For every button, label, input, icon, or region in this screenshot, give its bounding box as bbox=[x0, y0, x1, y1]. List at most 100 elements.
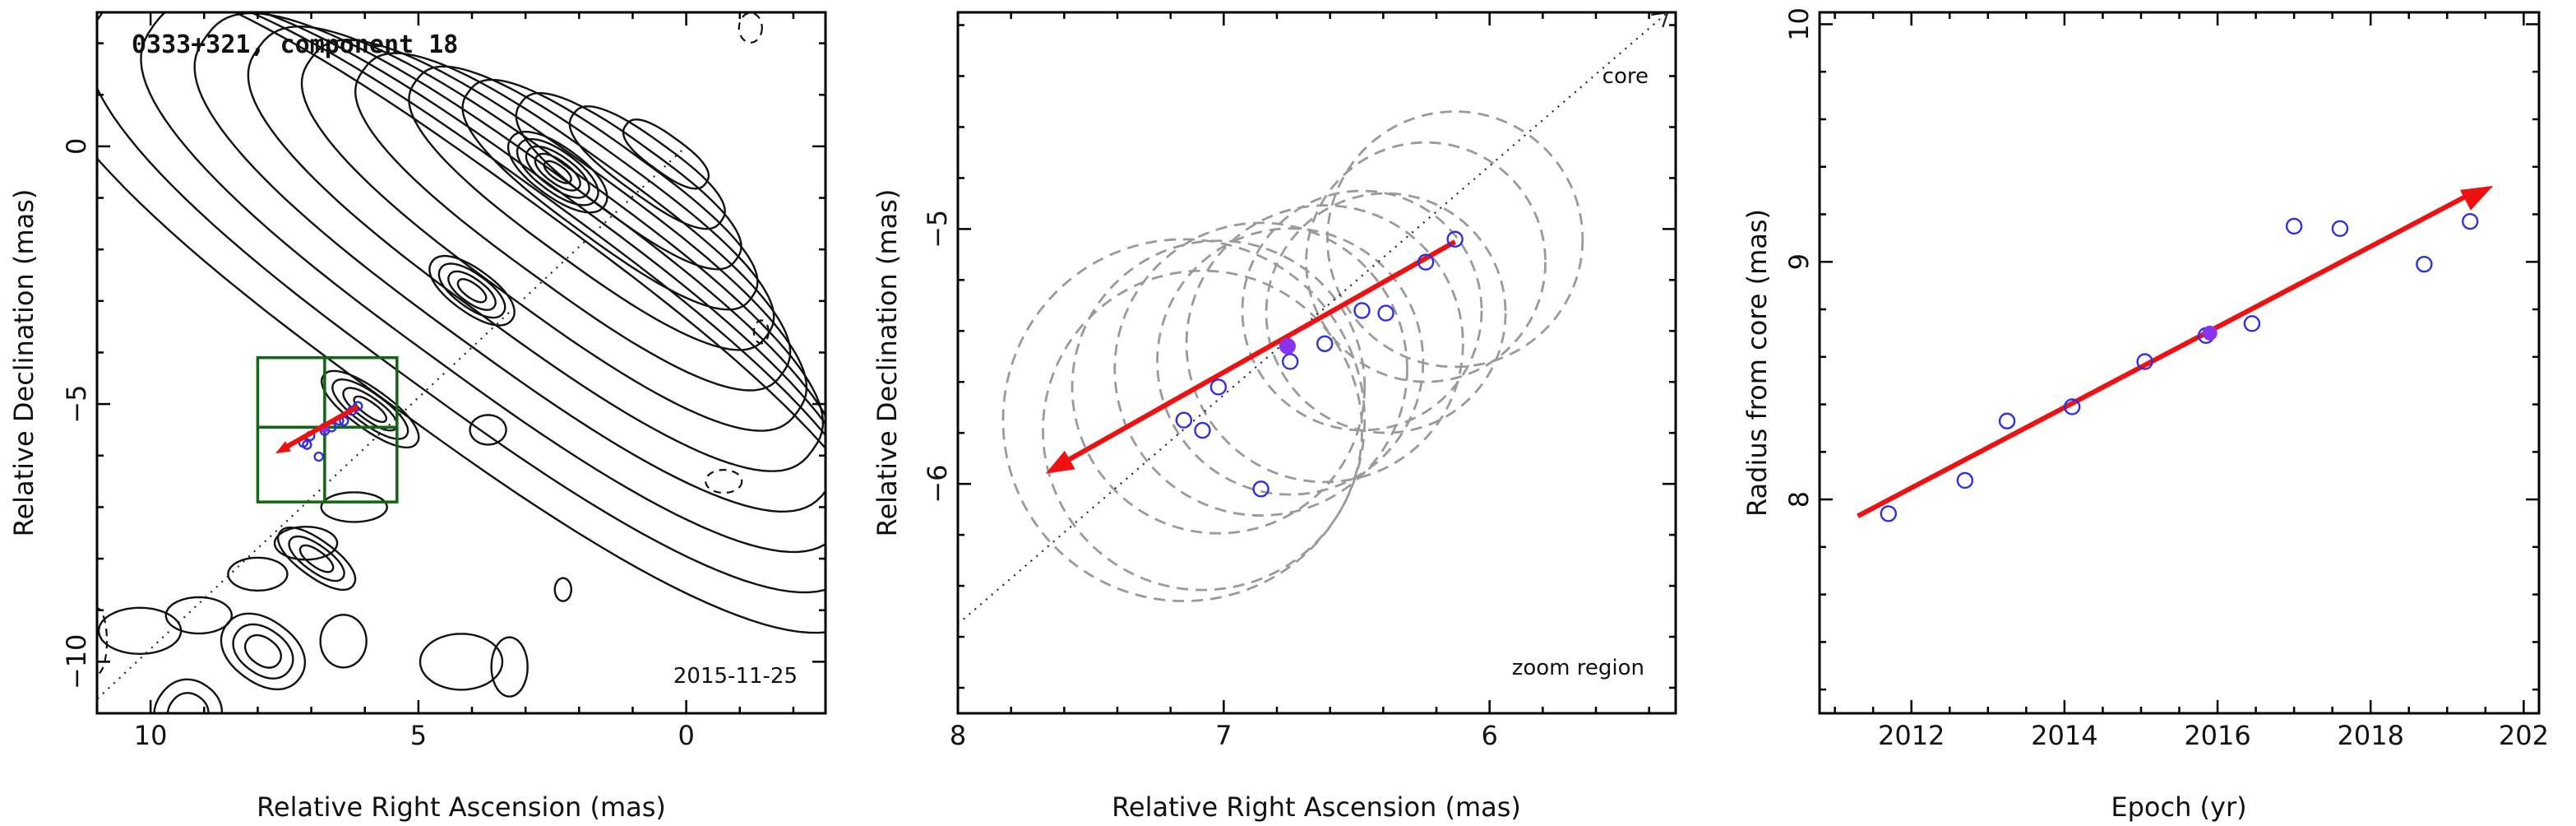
zoom-component-point bbox=[1281, 353, 1299, 370]
zoom-fwhm-circle bbox=[1001, 238, 1367, 602]
map-x-tick-label: 5 bbox=[410, 720, 427, 751]
map-contour-level bbox=[97, 12, 826, 634]
radius-x-tick-label: 2016 bbox=[2184, 720, 2250, 751]
zoom-track-arrowhead bbox=[1045, 450, 1075, 474]
map-x-axis-label: Relative Right Ascension (mas) bbox=[257, 791, 666, 823]
zoom-component-point bbox=[1446, 230, 1464, 248]
map-knot-contour bbox=[298, 544, 335, 573]
zoom-component-point bbox=[1377, 304, 1394, 322]
map-knot-contour bbox=[243, 633, 282, 669]
radius-x-tick-label: 202 bbox=[2499, 720, 2549, 751]
map-outer-lobe-contour bbox=[469, 414, 507, 446]
map-negative-contour bbox=[738, 12, 763, 44]
map-knot-contour bbox=[428, 254, 516, 327]
map-knot-contour bbox=[288, 535, 345, 582]
zoom-track-shaft bbox=[1056, 239, 1457, 469]
radius-point bbox=[2331, 220, 2349, 238]
zoom-component-point bbox=[1194, 421, 1211, 439]
radius-x-tick-label: 2012 bbox=[1878, 720, 1945, 751]
map-outer-lobe-contour bbox=[273, 526, 339, 561]
zoom-component-point bbox=[1175, 411, 1193, 429]
radius-point bbox=[1956, 471, 1974, 490]
map-y-tick-label: 0 bbox=[61, 138, 92, 155]
zoom-component-point bbox=[1353, 302, 1371, 319]
zoom-fwhm-circle bbox=[1071, 239, 1367, 535]
radius-x-axis-label: Epoch (yr) bbox=[2111, 791, 2246, 823]
map-track-arrowhead bbox=[275, 441, 292, 454]
map-knot-contour bbox=[331, 378, 409, 440]
radius-point bbox=[2462, 212, 2479, 230]
zoom-fwhm-circle bbox=[1185, 204, 1464, 484]
zoom-x-tick-label: 6 bbox=[1481, 720, 1497, 751]
radius-x-tick-label: 2014 bbox=[2031, 720, 2097, 751]
map-knot-contour bbox=[516, 137, 599, 206]
map-contours bbox=[97, 12, 826, 713]
zoom-component-point bbox=[1316, 335, 1334, 352]
map-contour-level bbox=[300, 39, 808, 432]
map-knot-contour bbox=[525, 145, 590, 199]
radius-highlight-point bbox=[2202, 325, 2218, 341]
map-x-tick-label: 0 bbox=[678, 720, 694, 751]
zoom-y-axis-label: Relative Declination (mas) bbox=[872, 189, 903, 537]
map-outer-lobe-contour bbox=[320, 491, 388, 523]
map-outer-lobe-contour bbox=[553, 577, 572, 602]
zoom-x-axis-label: Relative Right Ascension (mas) bbox=[1112, 791, 1521, 823]
map-component-point bbox=[313, 451, 324, 462]
map-x-tick-label: 10 bbox=[134, 720, 168, 751]
zoom-fwhm-circle bbox=[1326, 110, 1584, 369]
map-outer-lobe-contour bbox=[419, 633, 504, 691]
radius-point bbox=[2243, 315, 2261, 332]
map-outer-lobe-contour bbox=[319, 614, 368, 669]
zoom-x-tick-label: 8 bbox=[950, 720, 966, 751]
map-y-axis-label: Relative Declination (mas) bbox=[8, 189, 39, 537]
zoom-fwhm-circle bbox=[1265, 192, 1507, 434]
radius-point bbox=[2136, 353, 2153, 370]
map-knot-contour bbox=[543, 160, 572, 184]
map-outer-lobe-contour bbox=[227, 556, 289, 592]
zoom-fwhm-circle bbox=[1305, 141, 1547, 383]
radius-axis-ticks: 2012 2014 2016 2018 202 8 9 10 bbox=[1783, 7, 2549, 751]
map-track-shaft bbox=[280, 404, 359, 452]
map-y-tick-label: −10 bbox=[61, 634, 92, 690]
radius-y-axis-label: Radius from core (mas) bbox=[1741, 209, 1773, 517]
map-title: 0333+321, component 18 bbox=[132, 30, 458, 59]
radius-point bbox=[2416, 255, 2433, 273]
radius-point bbox=[2063, 398, 2081, 415]
radius-y-tick-label: 8 bbox=[1783, 491, 1815, 508]
map-contour-level bbox=[568, 105, 726, 230]
map-negative-contours bbox=[97, 12, 770, 675]
map-negative-contour bbox=[752, 319, 770, 345]
radius-y-tick-label: 10 bbox=[1783, 7, 1815, 41]
map-knot-contour bbox=[456, 278, 488, 304]
zoom-fwhm-circle bbox=[1241, 189, 1483, 432]
map-knot-contour bbox=[153, 678, 224, 713]
radius-trend-arrowhead bbox=[2459, 185, 2494, 211]
zoom-jet-axis-line bbox=[958, 12, 1669, 625]
map-knot-contour bbox=[447, 270, 497, 311]
radius-x-tick-label: 2018 bbox=[2337, 720, 2403, 751]
zoom-fwhm-circle bbox=[1156, 227, 1425, 496]
map-component-point bbox=[302, 439, 312, 450]
map-knot-contour bbox=[220, 612, 307, 690]
zoom-plot-frame bbox=[956, 11, 1677, 715]
zoom-region-label: zoom region bbox=[1512, 656, 1644, 680]
zoom-axis-ticks: 8 7 6 −5 −6 bbox=[922, 12, 1676, 751]
map-y-tick-label: −5 bbox=[61, 385, 92, 424]
map-negative-contour bbox=[97, 607, 109, 675]
map-knot-contour bbox=[232, 623, 294, 680]
map-knot-contour bbox=[506, 131, 608, 214]
radius-point bbox=[1998, 412, 2016, 429]
zoom-y-tick-label: −5 bbox=[922, 210, 953, 248]
map-contour-level bbox=[97, 12, 826, 594]
zoom-x-tick-label: 7 bbox=[1215, 720, 1232, 751]
radius-points bbox=[1880, 212, 2479, 522]
panel-zoom: 8 7 6 −5 −6 core zoom region Relative Right … bbox=[872, 11, 1677, 823]
map-plot-frame bbox=[95, 11, 827, 715]
map-contour-level bbox=[247, 26, 825, 472]
panel-radius: 2012 2014 2016 2018 202 8 9 10 Epoch (yr) Radiu… bbox=[1741, 7, 2549, 823]
zoom-fwhm-circles bbox=[1001, 110, 1584, 602]
radius-trend-shaft bbox=[1857, 188, 2478, 518]
map-knot-contour bbox=[166, 692, 210, 713]
radius-trend-arrow bbox=[1857, 185, 2494, 518]
radius-y-tick-label: 9 bbox=[1783, 253, 1815, 270]
